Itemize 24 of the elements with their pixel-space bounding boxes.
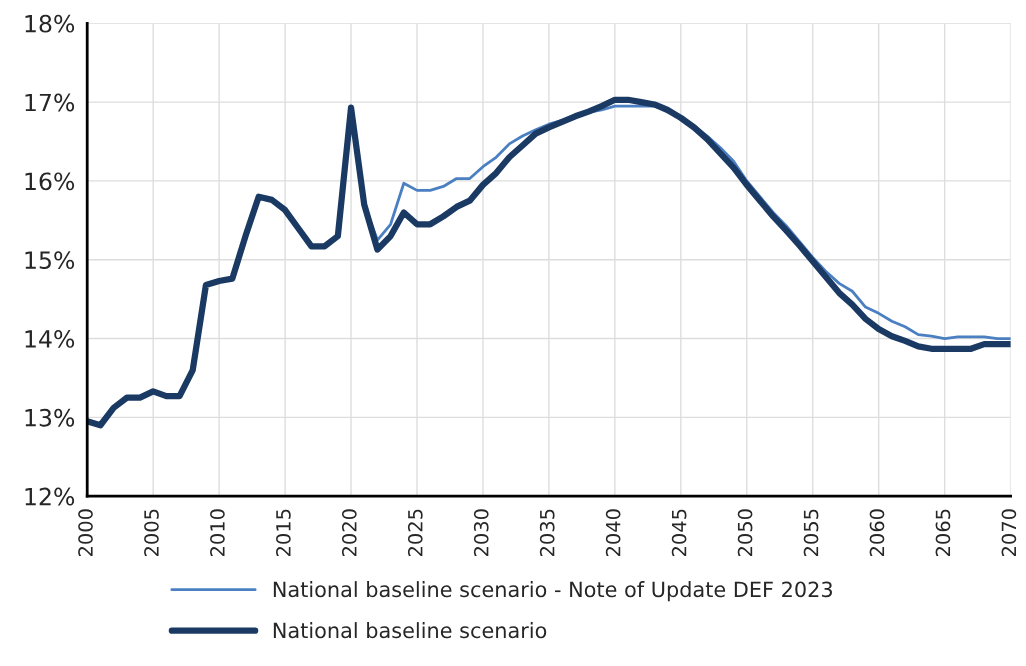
x-tick-label: 2005 <box>144 509 159 557</box>
y-tick-label: 13% <box>25 408 75 427</box>
x-tick-label: 2020 <box>341 509 357 557</box>
y-tick-label: 16% <box>25 172 75 191</box>
y-tick-label: 17% <box>25 93 75 112</box>
y-tick-label: 12% <box>25 487 75 506</box>
x-tick-label: 2015 <box>276 509 291 557</box>
x-tick-label: 2040 <box>605 509 621 557</box>
x-tick-label: 2060 <box>869 509 885 557</box>
x-tick-label: 2065 <box>935 509 951 557</box>
x-tick-label: 2035 <box>539 509 555 557</box>
x-tick-label: 2010 <box>210 509 225 557</box>
x-tick-label: 2055 <box>803 509 819 557</box>
x-tick-label: 2025 <box>407 509 423 557</box>
legend-label: National baseline scenario <box>273 622 547 639</box>
y-tick-label: 15% <box>25 251 75 270</box>
x-tick-label: 2045 <box>671 509 687 557</box>
x-tick-label: 2000 <box>78 509 93 557</box>
y-tick-label: 14% <box>25 330 75 348</box>
x-tick-label: 2030 <box>473 509 489 557</box>
legend-label: National baseline scenario - Note of Update DEF 2023 <box>273 581 832 602</box>
x-tick-label: 2070 <box>1001 509 1017 557</box>
x-tick-label: 2050 <box>737 509 753 557</box>
y-tick-label: 18% <box>25 14 75 33</box>
